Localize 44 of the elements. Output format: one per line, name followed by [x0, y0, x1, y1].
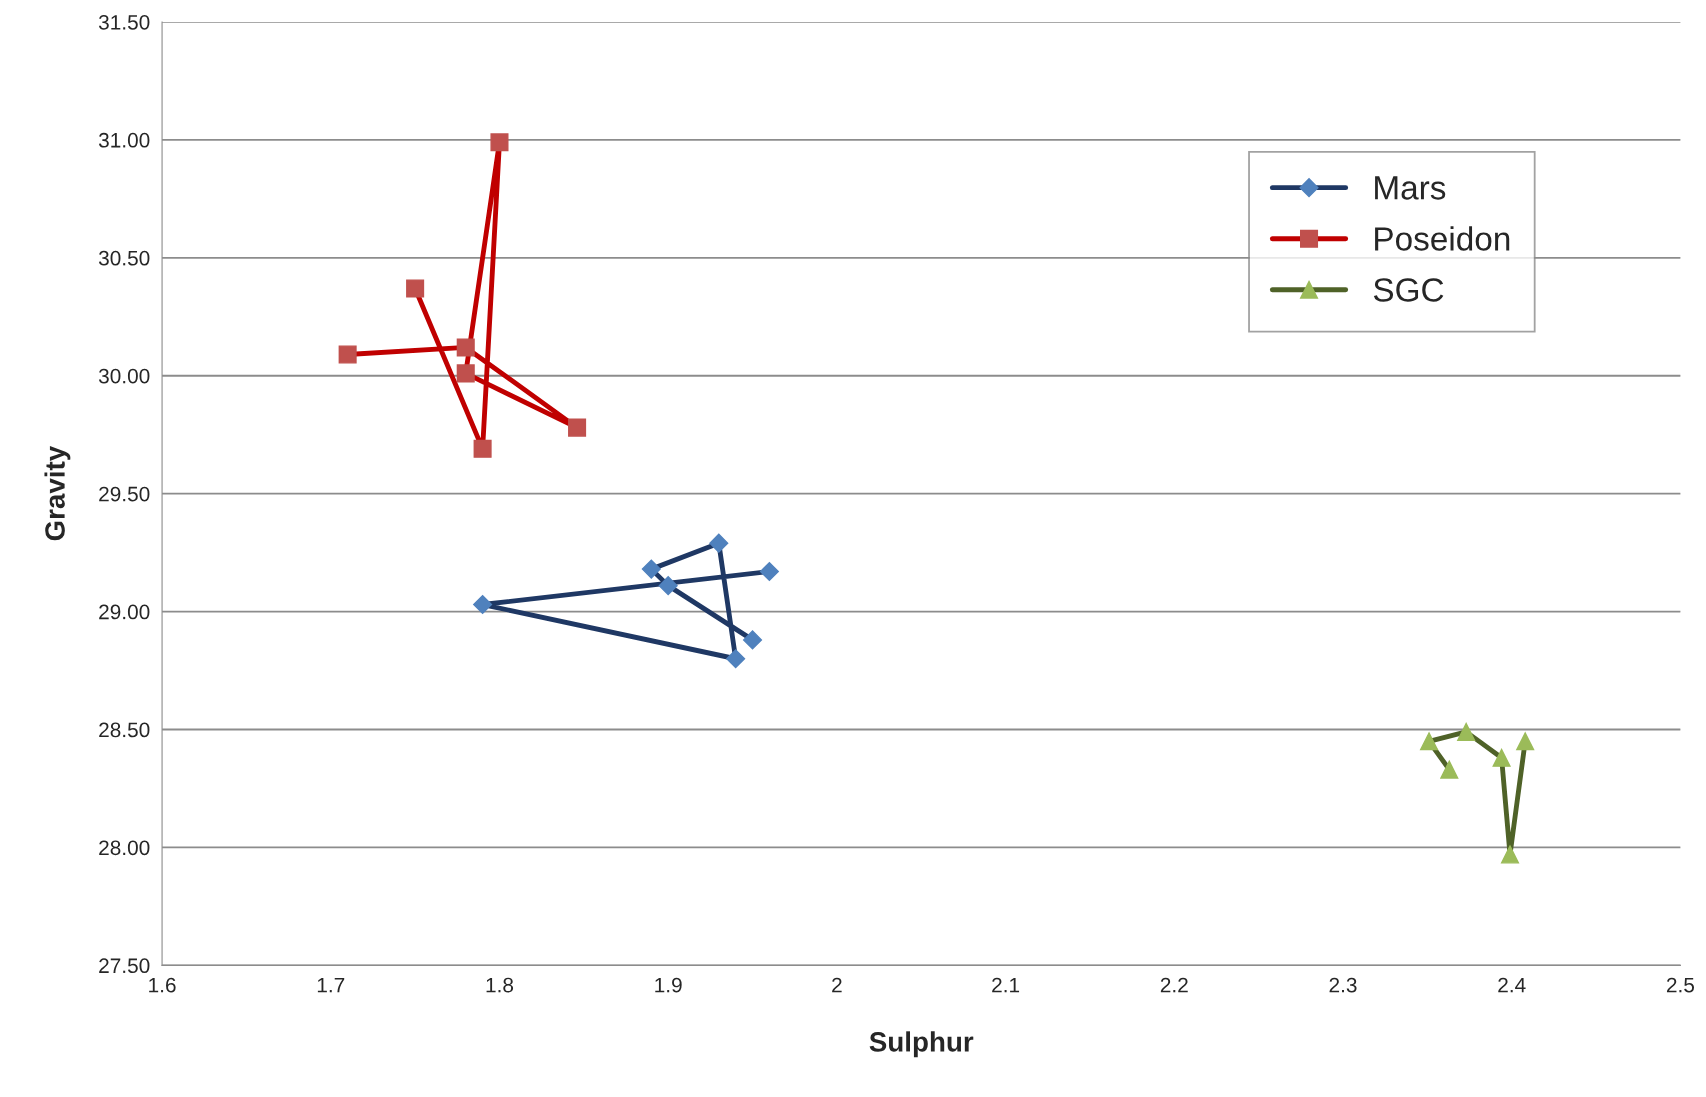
- y-tick-label: 30.00: [98, 368, 150, 384]
- point: [658, 576, 678, 596]
- legend-label: Poseidon: [1375, 226, 1510, 251]
- x-tick-label: 2.5: [1666, 977, 1695, 993]
- y-tick-label: 27.50: [99, 958, 150, 974]
- y-axis-title: Gravity: [44, 445, 71, 541]
- y-tick-label: 30.50: [98, 250, 150, 266]
- x-tick-label: 2.2: [1160, 977, 1188, 993]
- point: [743, 630, 763, 650]
- point: [473, 439, 492, 458]
- y-tick-label: 28.00: [99, 840, 150, 856]
- point: [1516, 732, 1535, 751]
- x-tick-label: 1.6: [149, 977, 176, 993]
- y-tick-label: 28.50: [99, 722, 150, 738]
- legend-label: SGC: [1373, 278, 1444, 302]
- point: [473, 594, 493, 615]
- point: [1500, 845, 1520, 864]
- x-axis-title: Sulphur: [869, 1031, 974, 1058]
- point: [568, 418, 587, 437]
- y-tick-label: 29.00: [99, 604, 150, 620]
- y-tick-label: 31.50: [98, 14, 150, 30]
- point: [709, 533, 729, 553]
- x-tick-label: 2: [832, 977, 842, 993]
- legend-label: Mars: [1375, 176, 1446, 200]
- x-tick-label: 2.4: [1498, 977, 1526, 993]
- x-tick-label: 1.8: [486, 977, 514, 993]
- x-tick-label: 1.7: [317, 977, 345, 993]
- y-tick-label: 29.50: [99, 486, 150, 502]
- point: [726, 649, 746, 669]
- point: [641, 559, 661, 579]
- point: [1440, 760, 1459, 779]
- point: [759, 561, 779, 582]
- point: [1457, 722, 1476, 741]
- point: [1420, 732, 1439, 751]
- x-tick-label: 2.3: [1329, 977, 1357, 993]
- x-tick-label: 2.1: [992, 977, 1020, 993]
- point: [456, 338, 475, 357]
- point: [338, 345, 357, 364]
- point: [456, 364, 475, 383]
- point: [490, 133, 509, 152]
- point: [1492, 748, 1511, 767]
- x-tick-label: 1.9: [655, 977, 682, 993]
- y-tick-label: 31.00: [98, 132, 150, 148]
- point: [406, 279, 425, 298]
